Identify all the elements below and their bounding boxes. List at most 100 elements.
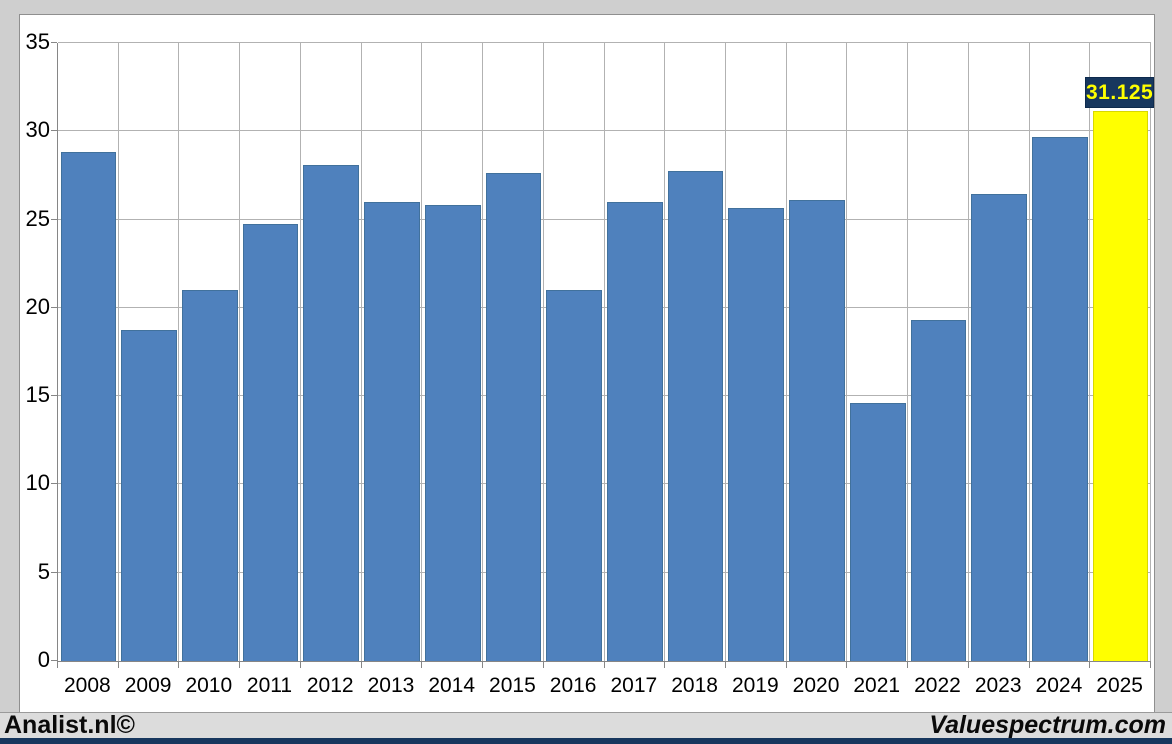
bar-2018 [667, 171, 724, 661]
bar-2014 [424, 205, 481, 661]
xtick-2 [178, 662, 180, 668]
y-axis-label-35: 35 [25, 29, 50, 54]
xtick-6 [421, 662, 423, 668]
bar-2013 [364, 202, 420, 661]
gridline-y-10 [58, 483, 1151, 485]
bar-2009 [121, 330, 177, 661]
ytick-0 [51, 660, 57, 661]
xtick-0 [57, 662, 58, 668]
gridline-x-16 [1028, 43, 1030, 661]
xtick-11 [724, 662, 726, 668]
x-axis-label-2014: 2014 [428, 674, 476, 697]
gridline-x-3 [239, 43, 241, 661]
analist-brand: Analist.nl© [4, 711, 135, 739]
bottom-strip [0, 738, 1172, 744]
bar-2015 [485, 173, 542, 661]
xtick-7 [482, 662, 484, 668]
gridline-x-11 [724, 43, 726, 661]
y-axis-label-10: 10 [25, 470, 50, 496]
x-axis-label-2017: 2017 [610, 674, 658, 697]
x-axis-label-2011: 2011 [246, 674, 293, 697]
ytick-10 [51, 483, 57, 485]
gridline-y-5 [58, 571, 1151, 573]
x-axis-label-2013: 2013 [367, 674, 415, 697]
xtick-18 [1150, 662, 1151, 668]
x-axis-label-2019: 2019 [731, 674, 779, 697]
y-axis-label-0: 0 [37, 647, 50, 672]
bar-2016 [546, 290, 602, 661]
x-axis-label-2010: 2010 [185, 674, 233, 697]
gridline-x-12 [785, 43, 787, 661]
gridline-x-6 [421, 43, 423, 661]
bar-2017 [607, 202, 663, 661]
gridline-x-5 [360, 43, 362, 661]
gridline-x-7 [482, 43, 484, 661]
value-callout-text: 31.125 [1086, 81, 1154, 104]
bar-2020 [789, 200, 845, 661]
xtick-1 [117, 662, 119, 668]
bar-2011 [242, 224, 299, 661]
x-axis-label-2009: 2009 [124, 674, 172, 697]
x-axis-label-2025: 2025 [1096, 674, 1143, 697]
gridline-x-15 [967, 43, 969, 661]
gridline-x-9 [603, 43, 605, 661]
x-axis-label-2024: 2024 [1035, 674, 1083, 697]
valuespectrum-brand: Valuespectrum.com [929, 711, 1166, 739]
y-axis-label-20: 20 [25, 293, 50, 319]
x-axis-label-2023: 2023 [974, 674, 1022, 697]
bar-2019 [728, 208, 785, 661]
xtick-16 [1028, 662, 1030, 668]
x-axis-label-2021: 2021 [853, 674, 901, 697]
bar-2022 [910, 320, 967, 661]
gridline-y-15 [58, 395, 1151, 397]
xtick-12 [785, 662, 787, 668]
x-axis-label-2008: 2008 [64, 674, 111, 697]
gridline-y-20 [58, 306, 1151, 308]
ytick-20 [51, 306, 57, 308]
gridline-x-10 [664, 43, 666, 661]
xtick-3 [239, 662, 241, 668]
ytick-25 [51, 218, 57, 220]
bar-2021 [849, 403, 906, 661]
chart-frame: 0 5 10 15 20 25 30 35 2008 2009 2010 2011 2012 2013 20… [19, 14, 1155, 713]
plot-area [51, 42, 1151, 668]
xtick-8 [542, 662, 544, 668]
bar-2008 [60, 152, 117, 661]
y-axis-label-5: 5 [37, 558, 50, 584]
ytick-35 [51, 42, 57, 43]
x-axis-label-2018: 2018 [671, 674, 718, 697]
gridline-y-35 [58, 42, 1151, 43]
bar-2024 [1032, 137, 1088, 661]
x-axis-label-2016: 2016 [549, 674, 597, 697]
x-axis-label-2012: 2012 [306, 674, 354, 697]
gridline-x-1 [117, 43, 119, 661]
ytick-5 [51, 571, 57, 573]
xtick-4 [299, 662, 301, 668]
xtick-14 [907, 662, 909, 668]
xtick-9 [603, 662, 605, 668]
xtick-17 [1089, 662, 1091, 668]
x-axis-label-2022: 2022 [914, 674, 961, 697]
bar-2025 [1092, 111, 1149, 661]
xtick-10 [664, 662, 666, 668]
gridline-x-13 [846, 43, 848, 661]
gridline-x-4 [299, 43, 301, 661]
value-callout: 31.125 [1085, 77, 1154, 108]
y-axis-label-15: 15 [25, 382, 50, 408]
ytick-30 [51, 130, 57, 132]
bar-2023 [971, 194, 1028, 661]
footer-bar: Analist.nl© Valuespectrum.com [0, 711, 1172, 739]
gridline-x-8 [542, 43, 544, 661]
gridline-x-17 [1089, 43, 1091, 661]
ytick-15 [51, 395, 57, 397]
gridline-x-2 [178, 43, 180, 661]
y-axis-label-30: 30 [25, 117, 50, 143]
xtick-5 [360, 662, 362, 668]
gridline-x-18 [1150, 43, 1151, 661]
gridline-y-25 [58, 218, 1151, 220]
gridline-y-30 [58, 130, 1151, 132]
x-axis-label-2015: 2015 [489, 674, 536, 697]
gridline-x-14 [907, 43, 909, 661]
y-axis-label-25: 25 [25, 205, 50, 231]
bar-2010 [181, 290, 238, 661]
